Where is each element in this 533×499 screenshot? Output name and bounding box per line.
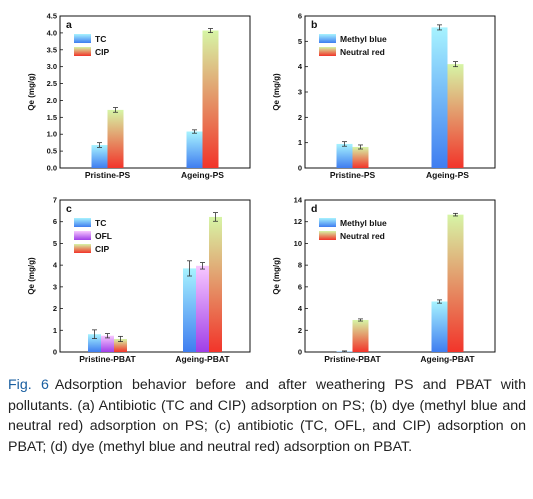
bar-d-methyl-blue-1	[431, 301, 448, 352]
y-tick-label: 8	[298, 261, 302, 270]
y-tick-label: 3.5	[47, 45, 57, 54]
panel-letter: a	[66, 19, 72, 31]
bar-a-cip-0	[107, 109, 124, 168]
y-tick-label: 0	[298, 164, 302, 173]
caption-label: Fig. 6	[8, 377, 49, 393]
y-tick-label: 0.0	[47, 164, 57, 173]
legend-swatch	[319, 47, 336, 56]
y-tick-label: 4.5	[47, 12, 57, 21]
y-tick-label: 10	[294, 239, 302, 248]
y-tick-label: 0.5	[47, 147, 57, 156]
bar-c-ofl-1	[196, 265, 209, 352]
panel-letter: c	[66, 203, 72, 215]
bar-b-neutral-red-1	[447, 64, 464, 168]
y-tick-label: 1	[298, 138, 302, 147]
y-tick-label: 2.5	[47, 79, 57, 88]
y-tick-label: 3	[53, 282, 57, 291]
bar-a-tc-0	[91, 145, 108, 168]
plot-frame-d	[304, 199, 496, 353]
bar-c-tc-1	[183, 268, 196, 352]
y-tick-label: 6	[298, 12, 302, 21]
legend-entry: Methyl blue	[340, 34, 387, 44]
y-tick-label: 2.0	[47, 96, 57, 105]
bar-b-neutral-red-0	[352, 146, 369, 168]
legend-swatch	[74, 47, 91, 56]
chart-panel-b: 0 1 2 3 4 5 6 Qe (mg/g) b Pristine-PS Ageing-PS Met…	[272, 12, 496, 180]
x-category-label: Ageing-PS	[426, 170, 469, 180]
x-category-label: Ageing-PS	[181, 170, 224, 180]
legend-entry: Neutral red	[340, 231, 385, 241]
y-tick-label: 4	[53, 261, 58, 270]
legend-entry: Neutral red	[340, 47, 385, 57]
plot-frame-a	[59, 15, 251, 169]
legend-entry: OFL	[95, 231, 112, 241]
legend-entry: TC	[95, 218, 106, 228]
bar-c-ofl-0	[101, 335, 114, 352]
y-tick-label: 2	[298, 113, 302, 122]
x-category-label: Pristine-PBAT	[79, 354, 136, 364]
bar-d-neutral-red-0	[352, 319, 369, 352]
y-tick-label: 2	[53, 304, 57, 313]
y-tick-label: 0	[53, 348, 57, 357]
y-tick-label: 4.0	[47, 28, 57, 37]
plot-frame-c	[59, 199, 251, 353]
y-tick-label: 14	[294, 196, 303, 205]
y-tick-label: 7	[53, 196, 57, 205]
bar-b-methyl-blue-0	[336, 143, 353, 168]
bar-d-neutral-red-1	[447, 214, 464, 352]
y-tick-label: 3.0	[47, 62, 57, 71]
bar-b-methyl-blue-1	[431, 27, 448, 169]
bar-c-cip-1	[209, 216, 222, 352]
x-category-label: Ageing-PBAT	[175, 354, 230, 364]
bar-a-cip-1	[202, 30, 219, 168]
panel-letter: d	[311, 203, 317, 215]
chart-panel-a: 0.0 0.5 1.0 1.5 2.0 2.5 3.0 3.5 4.0 4.5 Qe (mg/g) a…	[27, 12, 251, 180]
y-tick-label: 0	[298, 348, 302, 357]
x-category-label: Ageing-PBAT	[420, 354, 475, 364]
y-tick-label: 12	[294, 217, 302, 226]
x-category-label: Pristine-PS	[85, 170, 131, 180]
panel-letter: b	[311, 19, 317, 31]
chart-panel-d: 0 2 4 6 8 10 12 14 Qe (mg/g) d Pristine-PBAT Ageing…	[272, 196, 496, 364]
y-tick-label: 1	[53, 326, 57, 335]
legend-entry: TC	[95, 34, 106, 44]
y-axis-label: Qe (mg/g)	[272, 257, 281, 295]
bar-c-cip-0	[114, 338, 127, 352]
legend-entry: CIP	[95, 47, 110, 57]
y-tick-label: 4	[298, 62, 303, 71]
y-tick-label: 1.0	[47, 130, 57, 139]
caption-text: Adsorption behavior before and after wea…	[8, 377, 526, 455]
bar-c-tc-0	[88, 334, 101, 352]
figure-panels: 0.0 0.5 1.0 1.5 2.0 2.5 3.0 3.5 4.0 4.5 Qe (mg/g) a…	[27, 12, 496, 364]
legend-swatch	[74, 244, 91, 253]
x-category-label: Pristine-PBAT	[324, 354, 381, 364]
y-tick-label: 1.5	[47, 113, 57, 122]
legend-swatch	[74, 34, 91, 43]
legend-swatch	[319, 231, 336, 240]
y-tick-label: 2	[298, 326, 302, 335]
y-tick-label: 6	[53, 217, 57, 226]
y-axis-label: Qe (mg/g)	[272, 73, 281, 111]
y-axis-label: Qe (mg/g)	[27, 257, 36, 295]
y-tick-label: 5	[298, 37, 302, 46]
figure-caption: Fig. 6 Adsorption behavior before and aft…	[8, 375, 526, 457]
x-category-label: Pristine-PS	[330, 170, 376, 180]
y-tick-label: 6	[298, 282, 302, 291]
y-tick-label: 4	[298, 304, 303, 313]
legend-swatch	[319, 218, 336, 227]
legend-swatch	[319, 34, 336, 43]
y-tick-label: 5	[53, 239, 57, 248]
legend-entry: CIP	[95, 244, 110, 254]
legend-swatch	[74, 218, 91, 227]
legend-entry: Methyl blue	[340, 218, 387, 228]
chart-panel-c: 0 1 2 3 4 5 6 7 Qe (mg/g) c Pristine-PBAT Ageing-PB…	[27, 196, 251, 364]
bar-a-tc-1	[186, 131, 203, 168]
legend-swatch	[74, 231, 91, 240]
y-tick-label: 3	[298, 88, 302, 97]
y-axis-label: Qe (mg/g)	[27, 73, 36, 111]
